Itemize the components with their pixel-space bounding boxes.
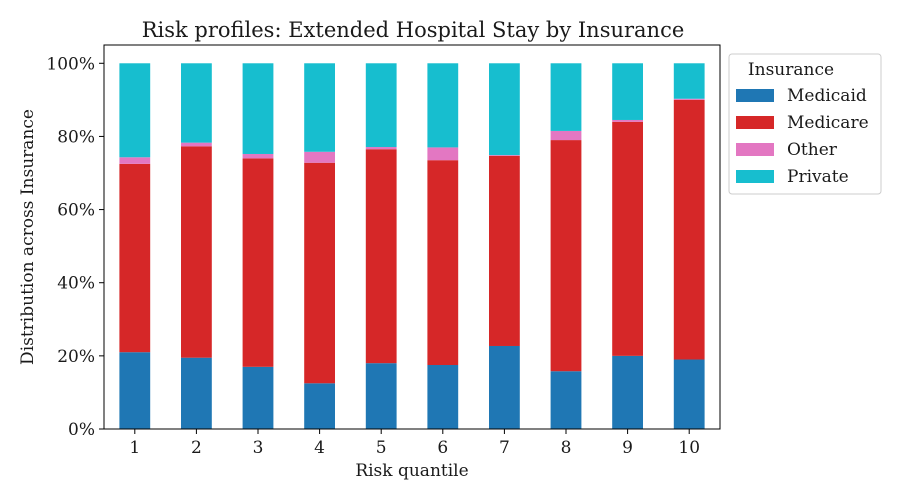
bar-medicaid-q7 xyxy=(489,345,520,429)
bar-private-q8 xyxy=(550,63,582,131)
bar-private-q5 xyxy=(365,63,397,148)
bar-other-q10 xyxy=(673,98,705,100)
bar-other-q2 xyxy=(181,142,212,147)
legend-entries: Medicaid Medicare Other Private xyxy=(736,86,869,187)
bar-medicare-q1 xyxy=(119,163,151,353)
bar-medicaid-q9 xyxy=(612,355,643,429)
legend-swatch-other xyxy=(736,143,774,156)
plot-area: 1 2 3 4 5 6 7 8 9 100%20%40%60%80%100% xyxy=(46,54,705,458)
legend-label-medicaid: Medicaid xyxy=(787,86,867,106)
bar-medicare-q3 xyxy=(242,158,274,367)
legend-label-other: Other xyxy=(787,140,838,160)
bar-medicare-q10 xyxy=(673,99,705,360)
bar-private-q4 xyxy=(304,63,335,152)
x-tick-label: 9 xyxy=(622,438,633,458)
bar-medicare-q2 xyxy=(181,146,212,358)
legend-swatch-private xyxy=(736,170,774,183)
bar-private-q7 xyxy=(489,63,520,156)
bar-medicare-q8 xyxy=(550,140,582,372)
bar-medicare-q4 xyxy=(304,162,335,384)
bar-medicaid-q6 xyxy=(427,365,459,429)
x-tick-label: 2 xyxy=(191,438,202,458)
legend: Insurance Medicaid Medicare Other Private xyxy=(728,53,882,195)
x-tick-label: 5 xyxy=(376,438,387,458)
bar-private-q3 xyxy=(242,63,274,154)
x-axis-label: Risk quantile xyxy=(355,461,468,481)
y-tick-label: 0% xyxy=(68,420,95,440)
bar-other-q7 xyxy=(489,155,520,156)
bar-medicaid-q1 xyxy=(119,352,151,429)
bar-other-q4 xyxy=(304,151,335,163)
bar-private-q1 xyxy=(119,63,151,158)
bar-medicare-q6 xyxy=(427,160,459,365)
bar-private-q2 xyxy=(181,63,212,143)
bar-other-q8 xyxy=(550,130,582,141)
bar-medicaid-q2 xyxy=(181,357,212,429)
bar-medicare-q9 xyxy=(612,121,643,356)
bar-medicare-q5 xyxy=(365,149,397,364)
bar-other-q6 xyxy=(427,147,459,161)
bar-private-q10 xyxy=(673,63,705,99)
y-tick-label: 60% xyxy=(57,201,95,221)
x-tick-label: 10 xyxy=(678,438,700,458)
bar-other-q1 xyxy=(119,157,151,164)
bar-other-q9 xyxy=(612,119,643,122)
bar-private-q9 xyxy=(612,63,643,120)
x-tick-label: 8 xyxy=(561,438,572,458)
bar-other-q3 xyxy=(242,153,274,159)
y-tick-label: 100% xyxy=(46,54,95,74)
bar-medicaid-q5 xyxy=(365,363,397,429)
bar-medicaid-q8 xyxy=(550,371,582,429)
chart-title: Risk profiles: Extended Hospital Stay by… xyxy=(142,18,685,42)
bar-other-q5 xyxy=(365,147,397,150)
plot-frame xyxy=(103,44,721,430)
y-axis-label: Distribution across Insurance xyxy=(18,109,38,365)
y-tick-label: 80% xyxy=(57,127,95,147)
bar-private-q6 xyxy=(427,63,459,148)
bar-medicaid-q3 xyxy=(242,366,274,429)
y-tick-label: 20% xyxy=(57,347,95,367)
bar-medicaid-q4 xyxy=(304,383,335,429)
legend-label-medicare: Medicare xyxy=(787,113,869,133)
y-tick-label: 40% xyxy=(57,274,95,294)
x-tick-label: 3 xyxy=(253,438,264,458)
legend-title: Insurance xyxy=(748,60,834,80)
x-tick-label: 6 xyxy=(437,438,448,458)
legend-swatch-medicare xyxy=(736,116,774,129)
bar-medicaid-q10 xyxy=(673,359,705,429)
legend-swatch-medicaid xyxy=(736,89,774,102)
x-tick-label: 4 xyxy=(314,438,325,458)
x-tick-label: 1 xyxy=(129,438,140,458)
x-tick-label: 7 xyxy=(499,438,510,458)
bar-medicare-q7 xyxy=(489,155,520,346)
legend-label-private: Private xyxy=(787,167,849,187)
